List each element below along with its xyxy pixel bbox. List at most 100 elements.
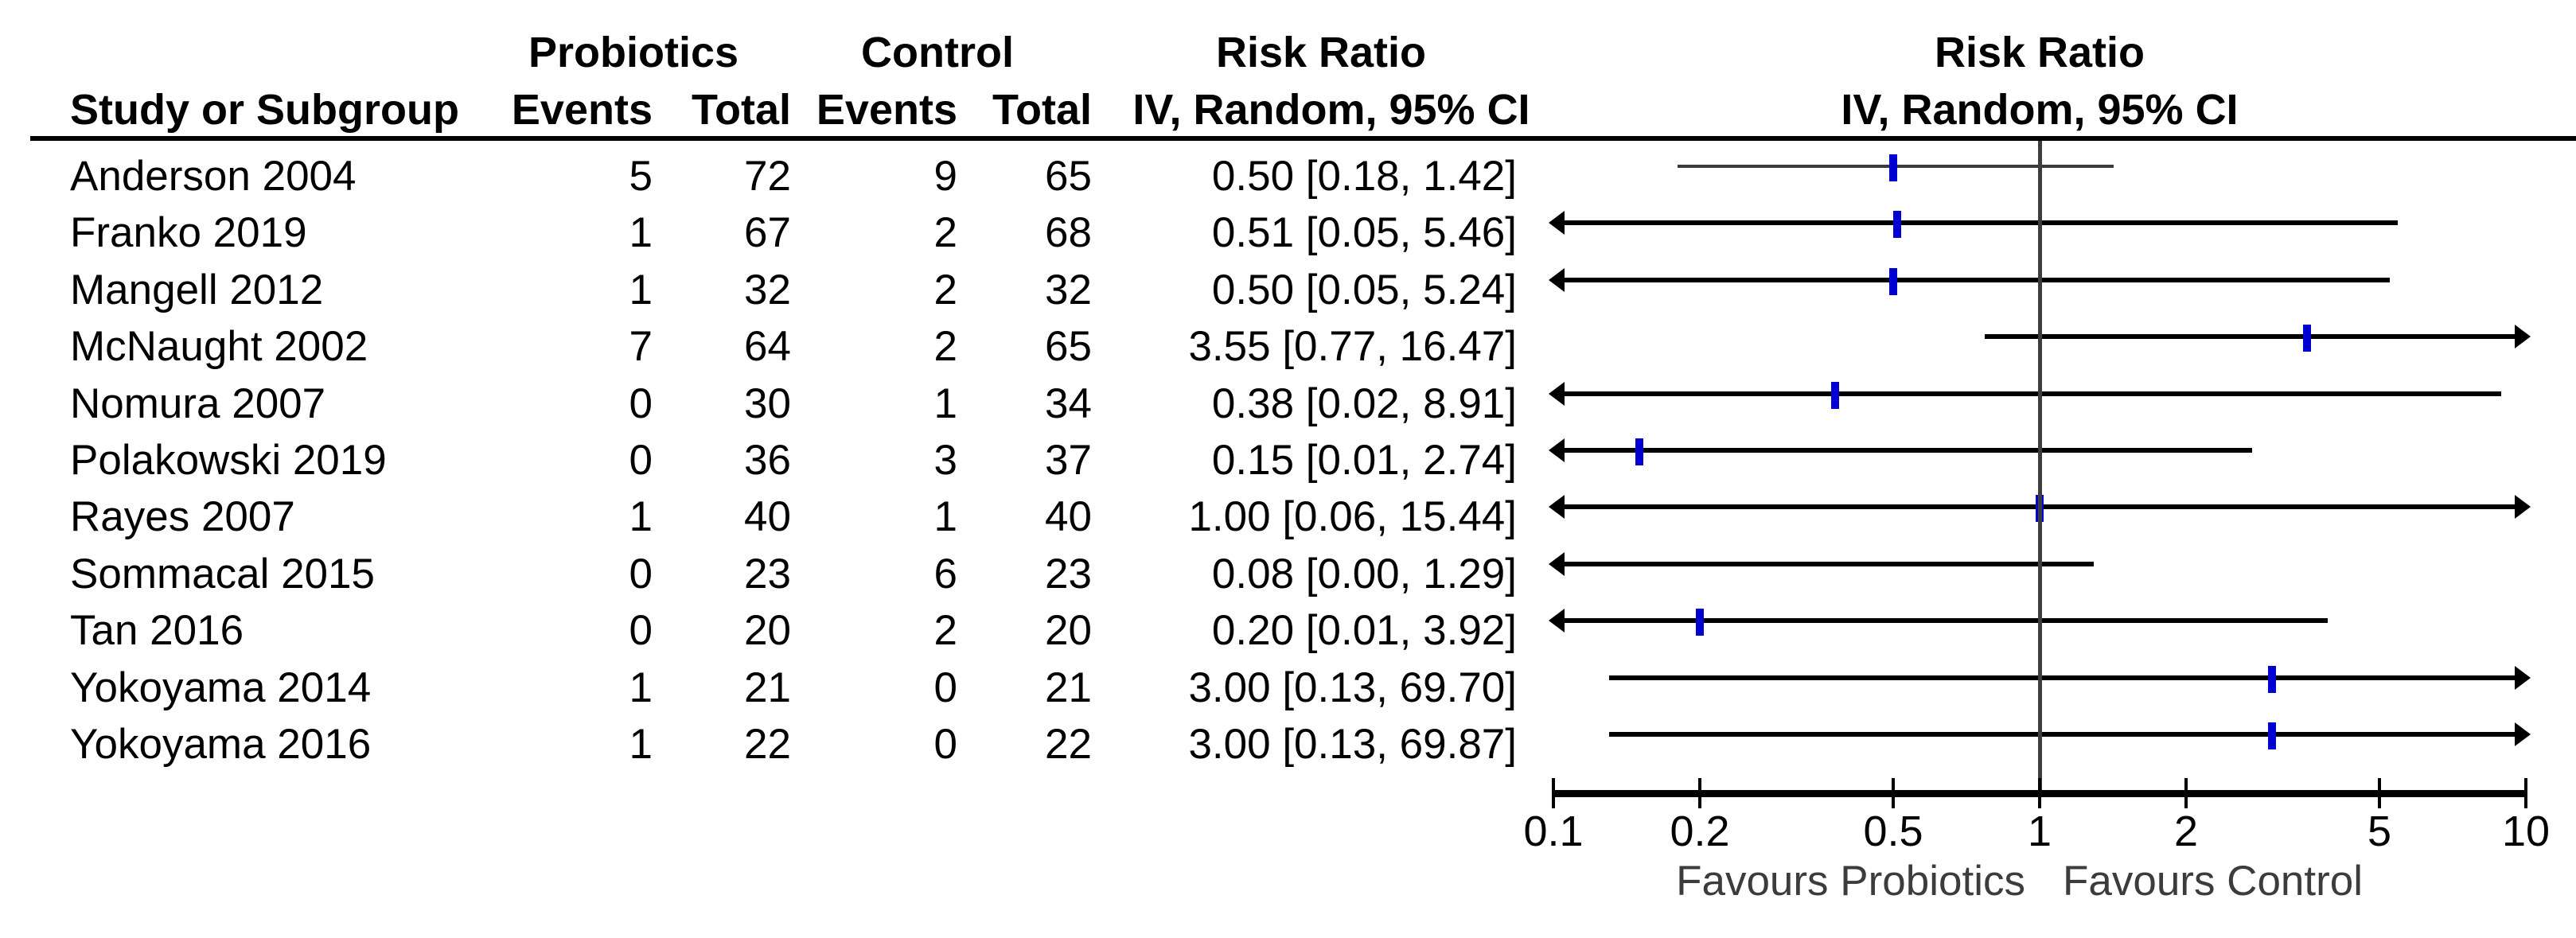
group2-total-value: 34 bbox=[1045, 380, 1092, 427]
group1-events-value: 1 bbox=[629, 267, 653, 313]
group1-events-value: 0 bbox=[629, 551, 653, 597]
axis-tick-label: 2 bbox=[2173, 808, 2199, 855]
left-arrow-icon bbox=[1549, 552, 1565, 576]
group1-total-value: 64 bbox=[744, 323, 791, 370]
right-arrow-icon bbox=[2515, 495, 2531, 519]
group1-total-value: 23 bbox=[744, 551, 791, 597]
risk-ratio-ci-value: 0.20 [0.01, 3.92] bbox=[1211, 607, 1517, 654]
group2-events-value: 0 bbox=[933, 664, 957, 711]
study-name: McNaught 2002 bbox=[70, 323, 368, 370]
study-name: Yokoyama 2016 bbox=[70, 721, 372, 768]
group1-events-value: 1 bbox=[629, 209, 653, 256]
group2-header: Control bbox=[861, 29, 1014, 76]
null-effect-line bbox=[2038, 141, 2042, 793]
group2-total-value: 22 bbox=[1045, 721, 1092, 768]
ci-line bbox=[1563, 220, 2398, 225]
study-name: Sommacal 2015 bbox=[70, 551, 375, 597]
left-arrow-icon bbox=[1549, 438, 1565, 462]
left-arrow-icon bbox=[1549, 609, 1565, 632]
group2-total-value: 20 bbox=[1045, 607, 1092, 654]
group2-events-value: 1 bbox=[933, 380, 957, 427]
axis-tick bbox=[2184, 778, 2188, 808]
group1-events-value: 5 bbox=[629, 153, 653, 200]
axis-tick-label: 5 bbox=[2367, 808, 2392, 855]
left-arrow-icon bbox=[1549, 268, 1565, 292]
study-column-header: Study or Subgroup bbox=[70, 86, 459, 134]
risk-ratio-ci-value: 0.51 [0.05, 5.46] bbox=[1211, 209, 1517, 256]
header-divider-rule bbox=[30, 136, 2576, 141]
favours-left-label: Favours Probiotics bbox=[1676, 858, 2025, 905]
group2-events-value: 9 bbox=[933, 153, 957, 200]
axis-tick bbox=[1698, 778, 1701, 808]
study-name: Franko 2019 bbox=[70, 209, 307, 256]
effect-column-subtitle: IV, Random, 95% CI bbox=[1132, 86, 1530, 134]
group1-total-header: Total bbox=[692, 86, 791, 134]
ci-line bbox=[1985, 334, 2515, 339]
group2-total-value: 21 bbox=[1045, 664, 1092, 711]
group1-total-value: 32 bbox=[744, 267, 791, 313]
effect-marker bbox=[2303, 325, 2311, 352]
group1-total-value: 67 bbox=[744, 209, 791, 256]
group2-events-value: 6 bbox=[933, 551, 957, 597]
group1-events-header: Events bbox=[511, 86, 653, 134]
risk-ratio-ci-value: 3.55 [0.77, 16.47] bbox=[1188, 323, 1517, 370]
ci-line bbox=[1609, 675, 2515, 680]
group1-total-value: 30 bbox=[744, 380, 791, 427]
group1-total-value: 20 bbox=[744, 607, 791, 654]
group1-events-value: 1 bbox=[629, 664, 653, 711]
ci-line bbox=[1563, 278, 2390, 282]
axis-tick-label: 1 bbox=[2027, 808, 2052, 855]
group2-total-value: 37 bbox=[1045, 437, 1092, 484]
group1-events-value: 0 bbox=[629, 607, 653, 654]
group1-events-value: 0 bbox=[629, 380, 653, 427]
risk-ratio-ci-value: 3.00 [0.13, 69.87] bbox=[1188, 721, 1517, 768]
risk-ratio-ci-value: 0.50 [0.18, 1.42] bbox=[1211, 153, 1517, 200]
axis-tick-label: 10 bbox=[2501, 808, 2551, 855]
group1-total-value: 22 bbox=[744, 721, 791, 768]
effect-column-title: Risk Ratio bbox=[1215, 29, 1427, 76]
right-arrow-icon bbox=[2515, 722, 2531, 746]
group2-total-value: 32 bbox=[1045, 267, 1092, 313]
ci-line bbox=[1563, 448, 2252, 453]
group1-events-value: 1 bbox=[629, 493, 653, 540]
effect-marker bbox=[2268, 722, 2276, 749]
effect-marker bbox=[2268, 666, 2276, 693]
study-name: Anderson 2004 bbox=[70, 153, 357, 200]
ci-line bbox=[1609, 732, 2515, 737]
group1-total-value: 72 bbox=[744, 153, 791, 200]
ci-line bbox=[1563, 562, 2094, 566]
study-name: Tan 2016 bbox=[70, 607, 244, 654]
group2-events-value: 2 bbox=[933, 209, 957, 256]
study-name: Yokoyama 2014 bbox=[70, 664, 372, 711]
group2-events-value: 3 bbox=[933, 437, 957, 484]
ci-line bbox=[1563, 618, 2328, 623]
effect-marker bbox=[1889, 154, 1897, 181]
group1-header: Probiotics bbox=[528, 29, 739, 76]
group2-total-value: 65 bbox=[1045, 153, 1092, 200]
right-arrow-icon bbox=[2515, 666, 2531, 690]
left-arrow-icon bbox=[1549, 211, 1565, 235]
group1-total-value: 21 bbox=[744, 664, 791, 711]
axis-tick bbox=[2038, 778, 2041, 808]
group2-total-value: 23 bbox=[1045, 551, 1092, 597]
left-arrow-icon bbox=[1549, 382, 1565, 406]
axis-tick-label: 0.2 bbox=[1670, 808, 1730, 855]
effect-marker bbox=[1635, 438, 1643, 465]
risk-ratio-ci-value: 0.38 [0.02, 8.91] bbox=[1211, 380, 1517, 427]
group1-events-value: 0 bbox=[629, 437, 653, 484]
study-name: Mangell 2012 bbox=[70, 267, 324, 313]
axis-tick bbox=[2378, 778, 2381, 808]
plot-column-subtitle: IV, Random, 95% CI bbox=[1841, 86, 2239, 134]
risk-ratio-ci-value: 0.50 [0.05, 5.24] bbox=[1211, 267, 1517, 313]
group2-total-value: 65 bbox=[1045, 323, 1092, 370]
left-arrow-icon bbox=[1549, 495, 1565, 519]
axis-tick bbox=[2524, 778, 2527, 808]
group2-events-value: 1 bbox=[933, 493, 957, 540]
ci-line bbox=[1563, 391, 2501, 396]
group2-total-value: 68 bbox=[1045, 209, 1092, 256]
risk-ratio-ci-value: 0.08 [0.00, 1.29] bbox=[1211, 551, 1517, 597]
group2-events-value: 0 bbox=[933, 721, 957, 768]
group1-total-value: 40 bbox=[744, 493, 791, 540]
plot-column-title: Risk Ratio bbox=[1934, 29, 2145, 76]
